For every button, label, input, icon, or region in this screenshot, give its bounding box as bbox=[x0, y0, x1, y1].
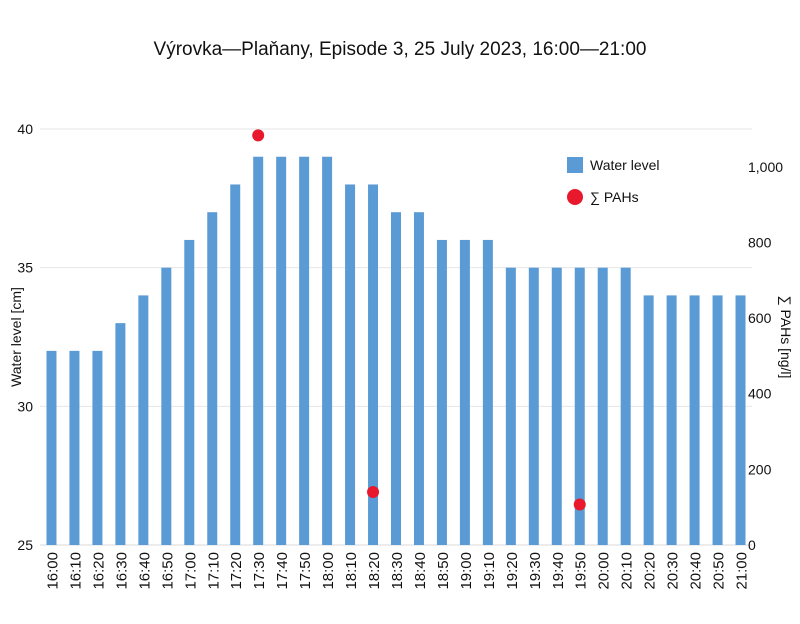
x-tick-label: 17:10 bbox=[205, 552, 222, 590]
legend: Water level ∑ PAHs bbox=[567, 157, 660, 205]
x-tick-label: 19:50 bbox=[573, 552, 590, 590]
x-tick-label: 16:30 bbox=[113, 552, 130, 590]
x-tick-label: 17:00 bbox=[182, 552, 199, 590]
pah-point bbox=[367, 486, 380, 499]
water-level-bar bbox=[230, 184, 241, 545]
x-tick-label: 18:40 bbox=[412, 552, 429, 590]
water-level-bar bbox=[482, 239, 493, 545]
water-level-bar bbox=[735, 295, 746, 545]
x-tick-label: 16:00 bbox=[44, 552, 61, 590]
x-tick-label: 20:40 bbox=[688, 552, 705, 590]
left-axis-ticks: 25 30 35 40 bbox=[17, 121, 33, 553]
legend-label-water-level: Water level bbox=[590, 157, 660, 173]
pah-point bbox=[252, 129, 265, 142]
water-level-bar bbox=[161, 267, 172, 545]
pah-points bbox=[252, 129, 586, 511]
x-tick-label: 18:50 bbox=[435, 552, 452, 590]
legend-label-pahs: ∑ PAHs bbox=[590, 189, 639, 205]
water-level-bar bbox=[505, 267, 516, 545]
water-level-bar bbox=[207, 212, 218, 545]
water-level-bar bbox=[253, 156, 264, 545]
water-level-bar bbox=[46, 350, 57, 545]
water-level-bar bbox=[69, 350, 80, 545]
left-tick-label: 30 bbox=[17, 398, 33, 414]
water-level-bar bbox=[712, 295, 723, 545]
x-tick-label: 17:20 bbox=[228, 552, 245, 590]
x-tick-label: 17:30 bbox=[251, 552, 268, 590]
water-level-bar bbox=[138, 295, 149, 545]
right-axis-label: ∑ PAHs [ng/l] bbox=[778, 296, 794, 379]
x-tick-label: 18:20 bbox=[366, 552, 383, 590]
right-tick-label: 200 bbox=[748, 461, 772, 477]
x-tick-label: 16:10 bbox=[67, 552, 84, 590]
x-tick-label: 17:50 bbox=[297, 552, 314, 590]
x-tick-label: 19:00 bbox=[458, 552, 475, 590]
x-tick-label: 19:40 bbox=[550, 552, 567, 590]
water-level-bar bbox=[574, 267, 585, 545]
water-level-bar bbox=[620, 267, 631, 545]
left-tick-label: 25 bbox=[17, 537, 33, 553]
x-tick-label: 19:20 bbox=[504, 552, 521, 590]
x-tick-label: 18:00 bbox=[320, 552, 337, 590]
right-axis-ticks: 0 200 400 600 800 1,000 bbox=[748, 159, 783, 553]
water-level-bar bbox=[115, 323, 126, 545]
water-level-bar bbox=[666, 295, 677, 545]
water-level-bar bbox=[528, 267, 539, 545]
water-level-bar bbox=[299, 156, 310, 545]
x-tick-label: 16:20 bbox=[90, 552, 107, 590]
x-tick-label: 20:10 bbox=[619, 552, 636, 590]
water-level-bar bbox=[345, 184, 356, 545]
water-level-bar bbox=[322, 156, 333, 545]
right-tick-label: 400 bbox=[748, 386, 772, 402]
x-tick-label: 20:00 bbox=[596, 552, 613, 590]
water-level-bars bbox=[46, 156, 746, 545]
left-tick-label: 40 bbox=[17, 121, 33, 137]
left-tick-label: 35 bbox=[17, 260, 33, 276]
water-level-bar bbox=[643, 295, 654, 545]
x-tick-label: 17:40 bbox=[274, 552, 291, 590]
right-tick-label: 0 bbox=[748, 537, 756, 553]
right-tick-label: 600 bbox=[748, 310, 772, 326]
water-level-bar bbox=[391, 212, 401, 545]
legend-swatch-pahs bbox=[567, 189, 583, 205]
x-tick-label: 19:10 bbox=[481, 552, 498, 590]
water-level-bar bbox=[459, 239, 470, 545]
water-level-bar bbox=[413, 212, 424, 545]
water-level-bar bbox=[184, 239, 195, 545]
x-tick-label: 16:40 bbox=[136, 552, 153, 590]
water-level-bar bbox=[436, 239, 447, 545]
right-tick-label: 800 bbox=[748, 234, 772, 250]
pah-point bbox=[573, 498, 586, 511]
x-tick-label: 21:00 bbox=[734, 552, 751, 590]
chart-title: Výrovka—Plaňany, Episode 3, 25 July 2023… bbox=[154, 39, 647, 60]
water-level-bar bbox=[276, 156, 287, 545]
x-tick-label: 19:30 bbox=[527, 552, 544, 590]
left-axis-label: Water level [cm] bbox=[8, 287, 24, 387]
x-axis-ticks: 16:00 16:10 16:20 16:30 16:40 16:50 17:00 17:10… bbox=[44, 552, 750, 590]
water-level-bar bbox=[689, 295, 700, 545]
x-tick-label: 16:50 bbox=[159, 552, 176, 590]
water-level-bar bbox=[551, 267, 562, 545]
x-tick-label: 20:50 bbox=[711, 552, 728, 590]
water-level-bar bbox=[597, 267, 608, 545]
x-tick-label: 20:20 bbox=[642, 552, 659, 590]
water-level-bar bbox=[368, 184, 379, 545]
x-tick-label: 18:30 bbox=[389, 552, 406, 590]
x-tick-label: 18:10 bbox=[343, 552, 360, 590]
x-tick-label: 20:30 bbox=[665, 552, 682, 590]
right-tick-label: 1,000 bbox=[748, 159, 783, 175]
water-level-bar bbox=[92, 350, 103, 545]
legend-swatch-water-level bbox=[567, 157, 583, 173]
